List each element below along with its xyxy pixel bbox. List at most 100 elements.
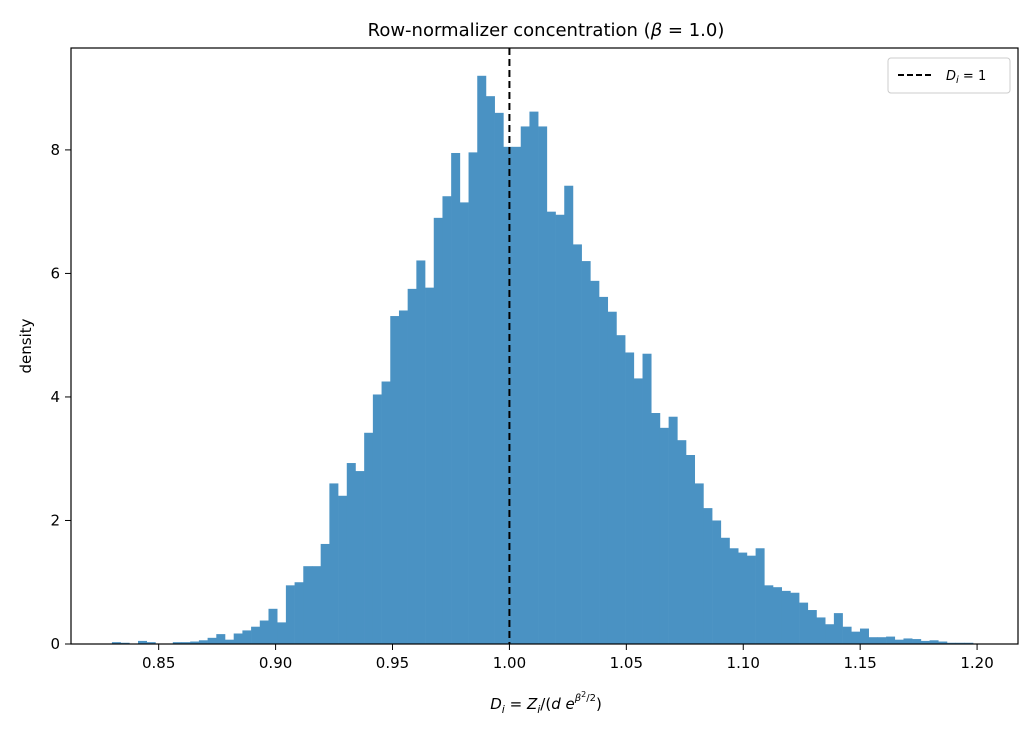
histogram-bar (877, 637, 887, 644)
histogram-bar (677, 440, 687, 644)
histogram-bar (311, 566, 321, 644)
histogram-bar (833, 613, 843, 644)
histogram-bar (625, 352, 635, 644)
histogram-bar (738, 552, 748, 644)
histogram-bar (520, 126, 530, 644)
histogram-bar (207, 637, 217, 644)
y-tick-label: 6 (50, 264, 60, 282)
histogram-bar (259, 620, 269, 644)
histogram-bar (703, 508, 713, 644)
plot-frame (70, 47, 1019, 645)
histogram-bar (842, 626, 852, 644)
histogram-bar (407, 288, 417, 644)
histogram-bar (938, 641, 948, 644)
histogram-bar (451, 152, 461, 645)
histogram-bar (590, 280, 600, 644)
histogram-bar (946, 642, 956, 644)
histogram-bar (320, 543, 330, 644)
histogram-bar (816, 617, 826, 644)
histogram-bar (268, 608, 278, 644)
histogram-bar (633, 378, 643, 644)
histogram-bar (216, 634, 226, 644)
histogram-bar (729, 548, 739, 644)
histogram-bar (303, 566, 313, 644)
histogram-bar (564, 185, 574, 645)
histogram-bar (651, 413, 661, 644)
histogram-bar (746, 555, 756, 644)
histogram-bar (799, 602, 809, 644)
histogram-bar (755, 548, 765, 644)
x-axis-ticks: 0.85 0.90 0.95 1.00 1.05 1.10 1.15 1.20 (142, 644, 994, 672)
histogram-bar (346, 463, 356, 644)
histogram-bar (190, 641, 200, 644)
histogram-bar (355, 471, 365, 644)
histogram-bar (903, 638, 913, 644)
histogram-bar (503, 146, 513, 644)
x-tick-label: 0.85 (142, 654, 175, 672)
histogram-bar (607, 311, 617, 644)
histogram-bar (494, 112, 504, 645)
histogram-bar (285, 585, 295, 644)
histogram-bar (686, 455, 696, 644)
x-tick-label: 0.95 (376, 654, 409, 672)
histogram-bar (790, 592, 800, 644)
histogram-bar (929, 640, 939, 644)
histogram-bar (512, 146, 522, 644)
histogram-bar (599, 296, 609, 644)
histogram-bar (485, 96, 495, 645)
histogram-bar (198, 640, 208, 644)
histogram-bar (781, 590, 791, 644)
histogram-bar (712, 520, 722, 644)
histogram-bar (416, 260, 426, 644)
x-tick-label: 1.10 (727, 654, 760, 672)
histogram-bar (894, 639, 904, 644)
x-tick-label: 1.00 (493, 654, 526, 672)
legend: Di = 1 (887, 57, 1011, 94)
x-axis-label: Di = Zi/(d eβ2/2) (490, 690, 602, 716)
y-tick-label: 0 (50, 635, 60, 653)
histogram-bar (138, 640, 148, 644)
x-tick-label: 1.05 (610, 654, 643, 672)
histogram-bar (181, 642, 191, 644)
histogram-bar (642, 353, 652, 644)
histogram-bar (294, 582, 304, 644)
histogram-bars (111, 75, 974, 645)
histogram-bar (868, 637, 878, 644)
histogram-bar (172, 642, 182, 644)
histogram-bar (381, 381, 391, 644)
histogram-bar (390, 316, 400, 644)
histogram-bar (764, 585, 774, 644)
legend-box (887, 57, 1011, 94)
histogram-bar (277, 622, 287, 644)
histogram-bar (546, 211, 556, 645)
histogram-bar (807, 610, 817, 644)
histogram-bar (242, 630, 252, 644)
y-tick-label: 2 (50, 511, 60, 529)
histogram-bar (912, 639, 922, 644)
histogram-bar (425, 287, 435, 644)
histogram-bar (581, 261, 591, 644)
x-tick-label: 1.20 (960, 654, 993, 672)
histogram-bar (616, 335, 626, 644)
y-axis-label: density (17, 318, 35, 373)
histogram-bar (886, 636, 896, 644)
histogram-bar (398, 310, 408, 644)
histogram-bar (659, 427, 669, 644)
histogram-bar (668, 416, 678, 644)
histogram-bar (233, 633, 243, 644)
histogram-bar (251, 626, 261, 644)
histogram-bar (146, 642, 156, 644)
histogram-bar (477, 75, 487, 645)
histogram-bar (364, 432, 374, 644)
x-tick-label: 0.90 (259, 654, 292, 672)
histogram-bar (825, 624, 835, 644)
histogram-bar (572, 244, 582, 644)
histogram-bar (459, 202, 469, 644)
histogram-bar (920, 640, 930, 644)
histogram-bar (538, 126, 548, 644)
chart-title: Row-normalizer concentration (β = 1.0) (368, 20, 725, 41)
histogram-bar (433, 217, 443, 644)
histogram-bar (851, 631, 861, 644)
histogram-bar (859, 628, 869, 644)
